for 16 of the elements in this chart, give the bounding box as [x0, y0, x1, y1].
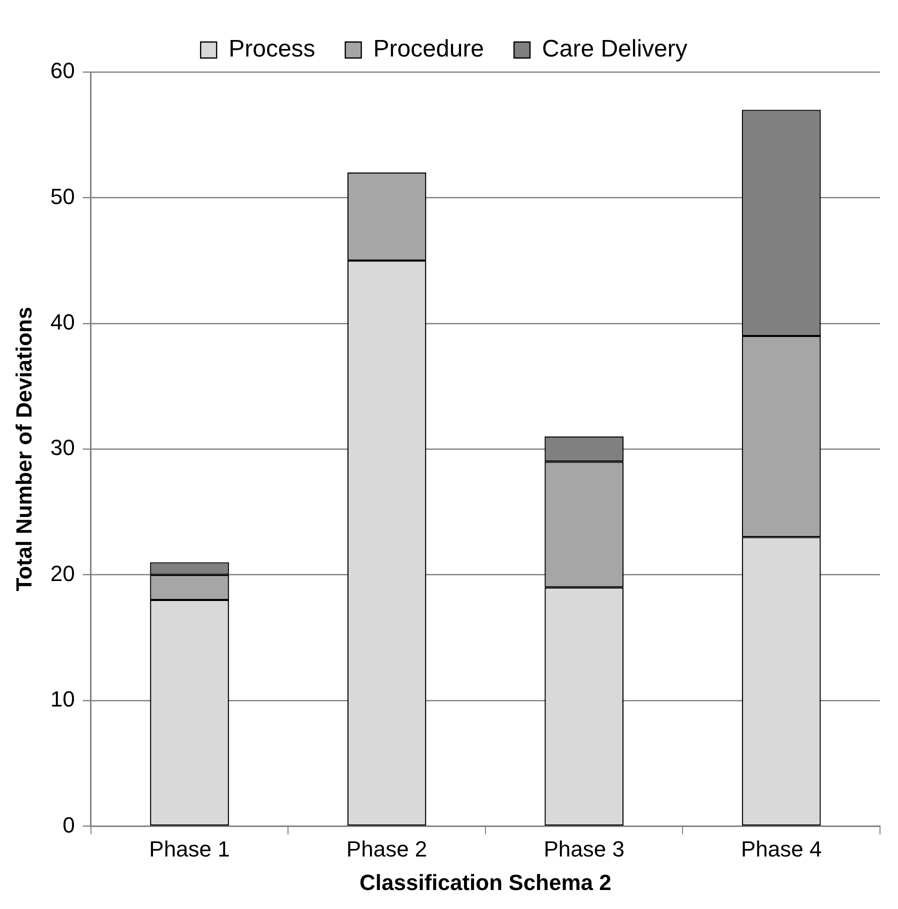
y-tick-label: 40 — [50, 309, 75, 334]
y-axis-title: Total Number of Deviations — [11, 306, 36, 592]
y-tick-label: 60 — [50, 58, 75, 84]
x-tick-label: Phase 1 — [149, 836, 230, 862]
x-axis-title: Classification Schema 2 — [359, 870, 612, 895]
x-tick-label: Phase 4 — [740, 836, 822, 862]
y-tick-label: 0 — [62, 812, 75, 838]
legend-label: Procedure — [373, 36, 484, 63]
x-tick-label: Phase 2 — [346, 836, 428, 862]
legend-label: Care Delivery — [542, 36, 688, 63]
y-tick-label: 50 — [50, 184, 75, 209]
y-tick-label: 10 — [50, 686, 75, 712]
legend-label: Process — [228, 36, 316, 63]
y-tick-label: 20 — [50, 560, 75, 586]
x-tick-label: Phase 3 — [544, 836, 624, 862]
y-tick-label: 30 — [50, 435, 75, 460]
